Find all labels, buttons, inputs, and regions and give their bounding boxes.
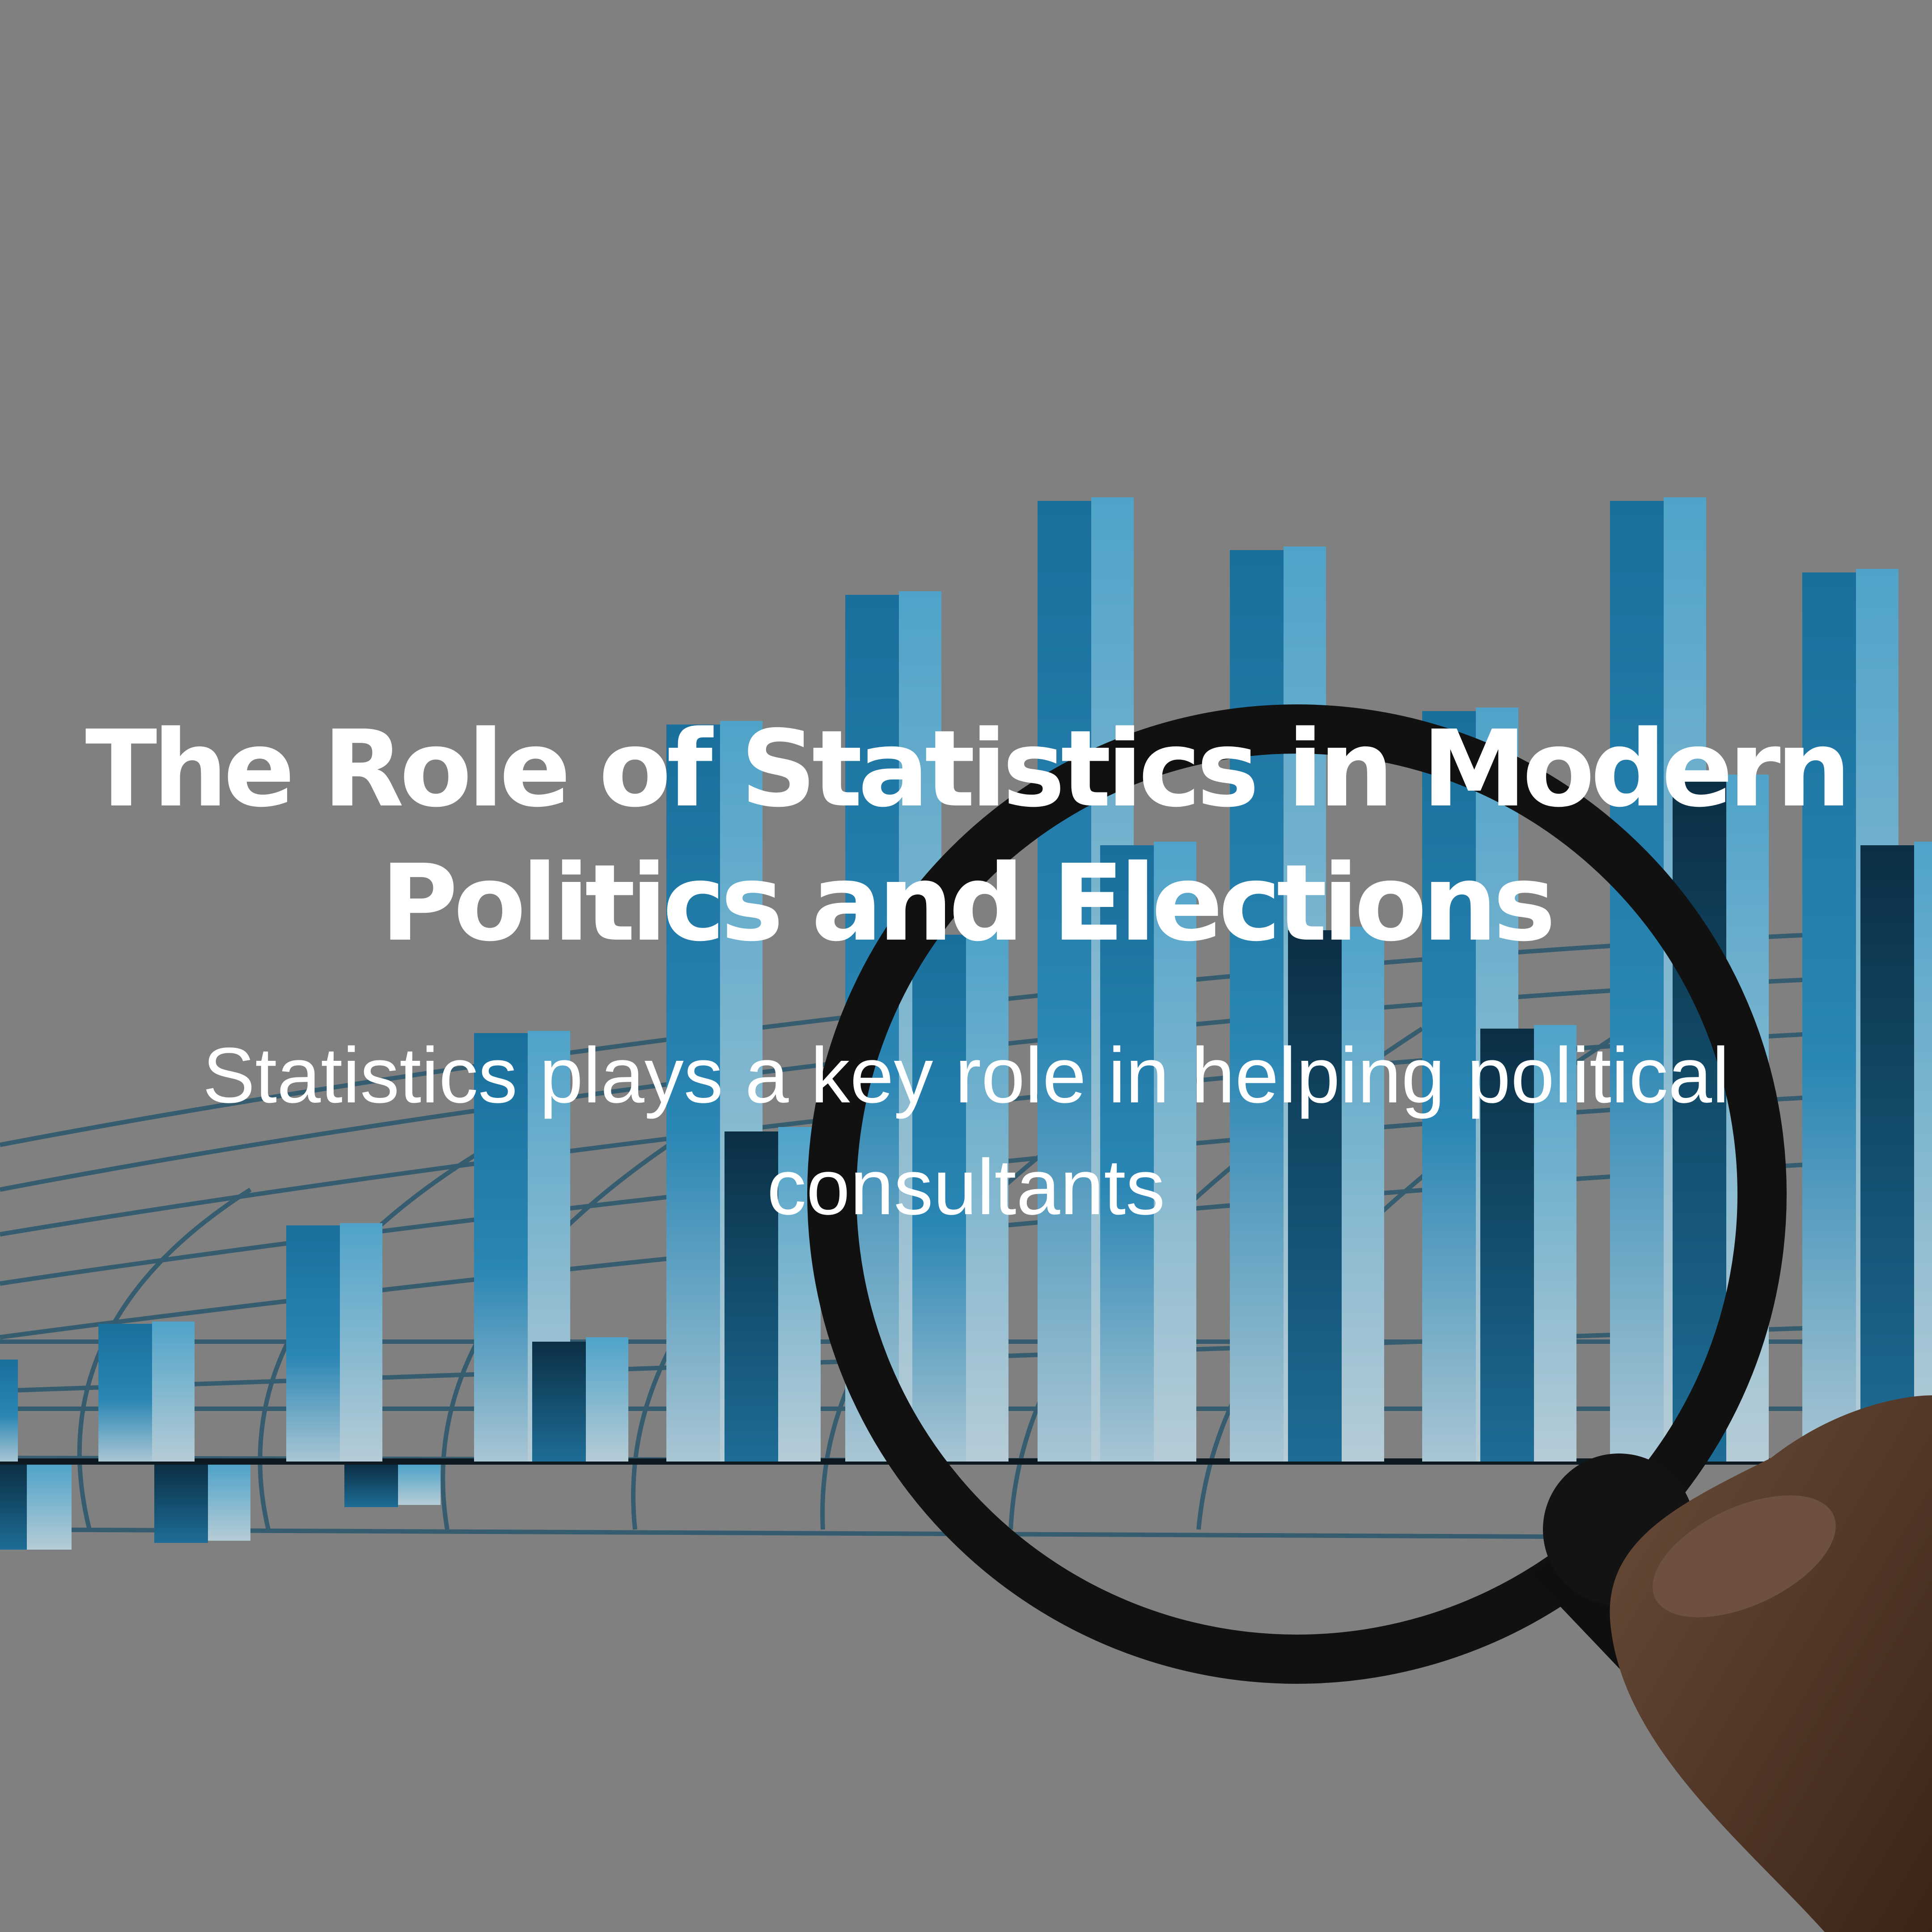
page-title: The Role of Statistics in Modern Politic…: [0, 702, 1932, 970]
page-subtitle: Statistics plays a key role in helping p…: [0, 1020, 1932, 1243]
title-line-2: Politics and Elections: [381, 842, 1556, 965]
subtitle-line-2: consultants: [767, 1144, 1165, 1231]
bar-graph-illustration: [0, 497, 1932, 1550]
hand-illustration: [1610, 1395, 1932, 1932]
title-line-1: The Role of Statistics in Modern: [85, 708, 1851, 830]
subtitle-line-1: Statistics plays a key role in helping p…: [202, 1032, 1730, 1119]
